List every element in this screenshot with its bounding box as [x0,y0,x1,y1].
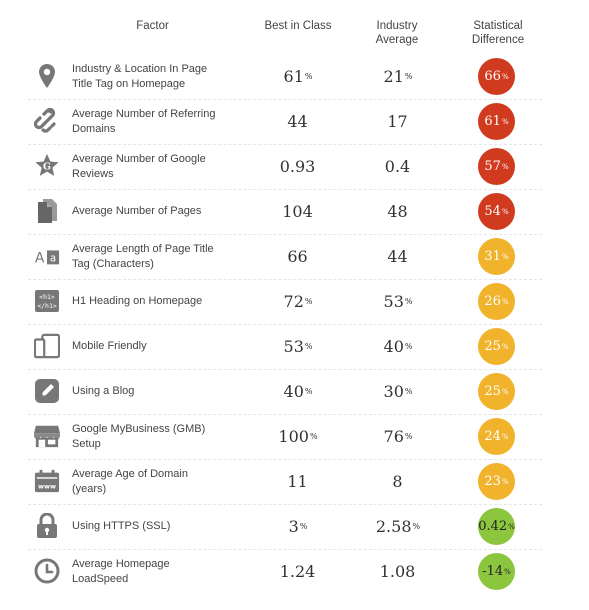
difference-badge: -14% [478,553,515,590]
best-in-class-value: 1.24 [279,562,316,581]
industry-average-value: 40% [383,337,413,356]
table-row: G Average Number of Google Reviews 0.93 0.4 5… [28,144,542,190]
header-statistical-difference: Statistical Difference [471,20,525,46]
industry-average-value: 44 [387,247,408,266]
best-in-class-value: 11 [287,472,308,491]
industry-average-value: 8 [392,472,403,491]
factor-label: Industry & Location In Page Title Tag on … [72,62,208,90]
factor-label: Google MyBusiness (GMB) Setup [72,422,206,450]
industry-average-value: 30% [383,382,413,401]
mobile-devices-icon [34,332,60,360]
factor-label: Average Length of Page Title Tag (Charact… [72,242,214,270]
table-row: Average Homepage LoadSpeed 1.24 1.08 -14% [28,549,542,594]
factor-label: Average Age of Domain (years) [72,467,188,495]
h1-tag-icon: <h1> </h1> [34,287,60,315]
best-in-class-value: 0.93 [279,157,316,176]
best-in-class-value: 40% [283,382,313,401]
factor-label: Average Homepage LoadSpeed [72,557,170,585]
factor-label: Using HTTPS (SSL) [72,520,171,532]
pen-icon [34,377,60,405]
best-in-class-value: 53% [283,337,313,356]
industry-average-value: 0.4 [384,157,411,176]
table-row: Using a Blog 40% 30% 25% [28,369,542,415]
best-in-class-value: 44 [287,112,308,131]
svg-text:<h1>: <h1> [39,293,55,301]
factor-label: Average Number of Referring Domains [72,107,216,135]
industry-average-value: 2.58% [375,517,421,536]
industry-average-value: 21% [383,67,413,86]
difference-badge: 24% [478,418,515,455]
factor-label: Average Number of Pages [72,205,202,217]
table-row: www Average Age of Domain (years) 11 8 23% [28,459,542,505]
svg-text:a: a [50,254,56,265]
padlock-icon [34,512,60,540]
factor-label: Using a Blog [72,385,135,397]
link-icon [34,107,60,135]
table-row: Google MyBusiness (GMB) Setup 100% 76% 24% [28,414,542,460]
difference-badge: 23% [478,463,515,500]
best-in-class-value: 66 [287,247,308,266]
difference-badge: 66% [478,58,515,95]
difference-badge: 0.42% [478,508,515,545]
svg-text:G: G [43,162,51,173]
google-star-icon: G [34,152,60,180]
table-row: <h1> </h1> H1 Heading on Homepage 72% 53% 26% [28,279,542,325]
industry-average-value: 76% [383,427,413,446]
pages-icon [34,197,60,225]
difference-badge: 61% [478,103,515,140]
header-factor: Factor [136,20,169,32]
table-row: Average Number of Referring Domains 44 17 61… [28,99,542,145]
svg-text:www: www [38,482,56,490]
storefront-icon [34,422,60,450]
header-industry-average: Industry Average [375,20,419,46]
map-pin-icon [34,62,60,90]
difference-badge: 57% [478,148,515,185]
difference-badge: 26% [478,283,515,320]
industry-average-value: 1.08 [379,562,416,581]
table-row: Average Number of Pages 104 48 54% [28,189,542,235]
calendar-www-icon: www [34,467,60,495]
svg-text:</h1>: </h1> [37,302,57,310]
table-row: Using HTTPS (SSL) 3% 2.58% 0.42% [28,504,542,550]
difference-badge: 31% [478,238,515,275]
table-row: Industry & Location In Page Title Tag on … [28,54,542,100]
best-in-class-value: 3% [288,517,308,536]
difference-badge: 25% [478,328,515,365]
clock-icon [34,557,60,585]
industry-average-value: 17 [387,112,408,131]
difference-badge: 25% [478,373,515,410]
header-best-in-class: Best in Class [264,20,332,32]
best-in-class-value: 61% [283,67,313,86]
best-in-class-value: 104 [282,202,313,221]
industry-average-value: 53% [383,292,413,311]
factor-label: H1 Heading on Homepage [72,295,203,307]
best-in-class-value: 72% [283,292,313,311]
industry-average-value: 48 [387,202,408,221]
svg-text:A: A [35,251,45,267]
best-in-class-value: 100% [278,427,318,446]
factor-label: Mobile Friendly [72,340,147,352]
table-row: Mobile Friendly 53% 40% 25% [28,324,542,370]
factor-label: Average Number of Google Reviews [72,152,206,180]
difference-badge: 54% [478,193,515,230]
